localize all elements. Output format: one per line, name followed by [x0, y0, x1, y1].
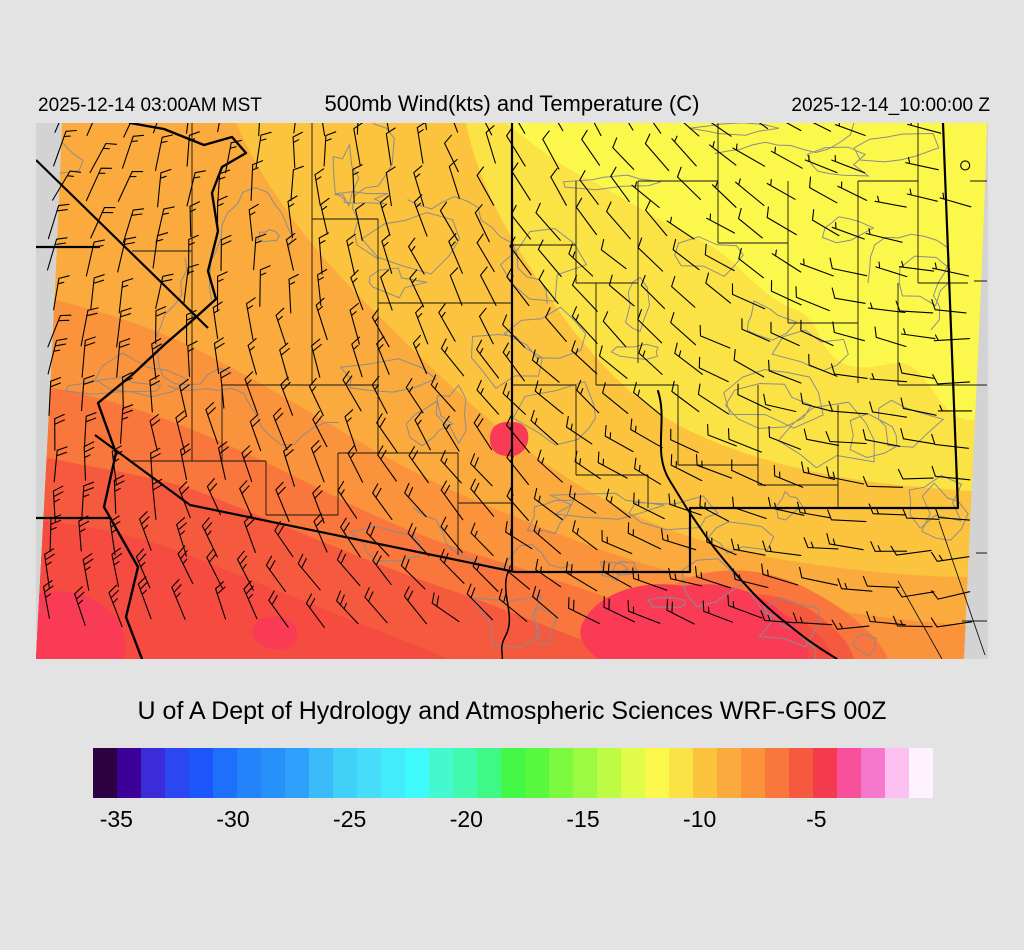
colorbar-segment	[141, 748, 165, 798]
colorbar-tick-label: -30	[216, 806, 250, 832]
colorbar-segment	[621, 748, 645, 798]
colorbar-segment	[717, 748, 741, 798]
colorbar-tick-label: -10	[683, 806, 717, 832]
colorbar-segment	[381, 748, 405, 798]
colorbar-segment	[165, 748, 189, 798]
colorbar-segment	[93, 748, 117, 798]
weather-map	[36, 123, 988, 659]
colorbar-segment	[501, 748, 525, 798]
colorbar-segment	[885, 748, 909, 798]
colorbar-segment	[285, 748, 309, 798]
valid-time-utc-label: 2025-12-14_10:00:00 Z	[791, 95, 990, 116]
source-caption: U of A Dept of Hydrology and Atmospheric…	[137, 697, 887, 725]
colorbar-tick-label: -20	[449, 806, 483, 832]
colorbar-segment	[669, 748, 693, 798]
river-lines	[96, 123, 838, 659]
colorbar-tick-label: -15	[566, 806, 600, 832]
colorbar-segment	[525, 748, 549, 798]
colorbar-segment	[693, 748, 717, 798]
colorbar-segment	[813, 748, 837, 798]
county-border-lines	[132, 123, 987, 659]
colorbar-tick-label: -5	[806, 806, 827, 832]
temperature-colorbar	[93, 748, 933, 798]
colorbar-segment	[741, 748, 765, 798]
calm-wind-circle	[960, 160, 971, 171]
colorbar-segment	[765, 748, 789, 798]
colorbar-segment	[429, 748, 453, 798]
colorbar-segment	[861, 748, 885, 798]
colorado-river	[96, 123, 248, 659]
colorbar-segment	[597, 748, 621, 798]
colorbar-segment	[789, 748, 813, 798]
temperature-band-crimson	[36, 421, 809, 659]
colorbar-segment	[189, 748, 213, 798]
rio-grande-river	[657, 390, 838, 659]
colorbar-tick-label: -25	[333, 806, 367, 832]
colorbar-segment	[333, 748, 357, 798]
colorbar-segment	[549, 748, 573, 798]
colorbar-segment	[645, 748, 669, 798]
plot-title: 500mb Wind(kts) and Temperature (C)	[324, 91, 700, 116]
wind-barbs-layer	[42, 123, 973, 630]
temperature-band-red	[36, 520, 833, 659]
colorbar-segment	[573, 748, 597, 798]
weather-map-svg	[36, 123, 988, 659]
colorbar-segment	[237, 748, 261, 798]
colorbar-segment	[453, 748, 477, 798]
state-border-lines	[36, 123, 960, 574]
colorbar-tick-label: -35	[99, 806, 133, 832]
colorbar-segment	[309, 748, 333, 798]
colorbar-segment	[405, 748, 429, 798]
colorbar-tick-labels: -35 -30 -25 -20 -15 -10 -5	[0, 806, 1024, 836]
colorbar-segment	[213, 748, 237, 798]
colorbar-segment	[837, 748, 861, 798]
colorbar-segment	[261, 748, 285, 798]
colorbar-segment	[909, 748, 933, 798]
colorbar-segment	[357, 748, 381, 798]
colorbar-segment	[477, 748, 501, 798]
colorbar-segment	[117, 748, 141, 798]
santa-cruz-river	[500, 571, 511, 659]
valid-time-local-label: 2025-12-14 03:00AM MST	[38, 95, 262, 116]
